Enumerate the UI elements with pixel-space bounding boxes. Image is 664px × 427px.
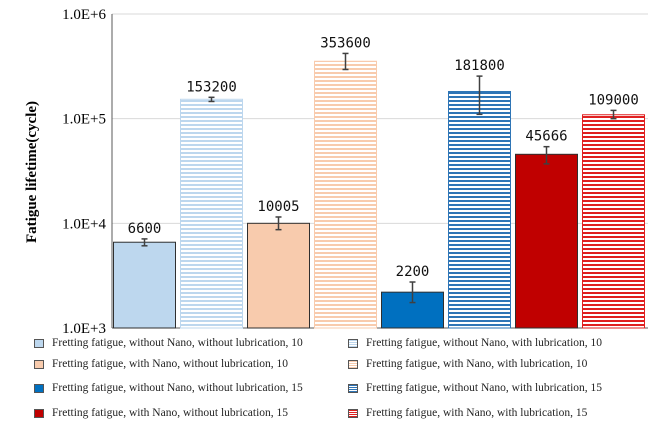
legend-item: Fretting fatigue, without Nano, without …	[34, 382, 303, 394]
legend-swatch	[348, 408, 358, 418]
bar	[113, 241, 176, 329]
bar	[448, 91, 511, 328]
y-tick-label: 1.0E+3	[62, 321, 106, 337]
data-label: 2200	[396, 264, 430, 280]
legend-label: Fretting fatigue, without Nano, without …	[52, 337, 303, 349]
legend-label: Fretting fatigue, with Nano, without lub…	[52, 407, 289, 419]
data-label: 45666	[525, 129, 567, 145]
legend-swatch	[34, 359, 44, 369]
axes: 1.0E+6 1.0E+5 1.0E+4 1.0E+3	[62, 7, 648, 337]
legend-label: Fretting fatigue, with Nano, without lub…	[52, 358, 289, 370]
legend-label: Fretting fatigue, without Nano, without …	[52, 382, 303, 394]
data-label: 109000	[588, 92, 639, 108]
legend-swatch	[34, 338, 44, 348]
bar	[515, 153, 578, 329]
y-tick-label: 1.0E+5	[62, 112, 106, 128]
bar	[582, 114, 645, 328]
bars	[113, 60, 645, 329]
bar	[314, 61, 377, 329]
data-label: 353600	[320, 35, 371, 51]
data-labels: 6600 153200 10005 353600 2200 181800 45666 1090…	[128, 35, 639, 280]
legend-item: Fretting fatigue, with Nano, with lubric…	[348, 407, 587, 419]
legend-swatch	[34, 408, 44, 418]
legend-swatch	[34, 383, 44, 393]
bar	[180, 99, 243, 329]
data-label: 6600	[128, 221, 162, 237]
y-tick-label: 1.0E+6	[62, 7, 106, 23]
legend-item: Fretting fatigue, with Nano, without lub…	[34, 358, 288, 370]
legend-label: Fretting fatigue, with Nano, with lubric…	[366, 407, 588, 419]
legend-item: Fretting fatigue, with Nano, with lubric…	[348, 358, 587, 370]
legend-label: Fretting fatigue, without Nano, with lub…	[366, 337, 603, 349]
bar	[247, 222, 310, 329]
legend-item: Fretting fatigue, without Nano, with lub…	[348, 337, 602, 349]
legend-label: Fretting fatigue, with Nano, with lubric…	[366, 358, 588, 370]
legend-swatch	[348, 359, 358, 369]
legend-swatch	[348, 338, 358, 348]
legend-item: Fretting fatigue, without Nano, with lub…	[348, 382, 602, 394]
legend-item: Fretting fatigue, without Nano, without …	[34, 337, 303, 349]
legend-item: Fretting fatigue, with Nano, without lub…	[34, 407, 288, 419]
data-label: 153200	[186, 79, 237, 95]
error-bars	[141, 52, 617, 304]
legend-swatch	[348, 383, 358, 393]
data-label: 10005	[257, 199, 299, 215]
y-tick-label: 1.0E+4	[62, 216, 106, 232]
data-label: 181800	[454, 58, 505, 74]
legend-label: Fretting fatigue, without Nano, with lub…	[366, 382, 603, 394]
y-axis-label: Fatigue lifetime(cycle)	[24, 101, 40, 243]
